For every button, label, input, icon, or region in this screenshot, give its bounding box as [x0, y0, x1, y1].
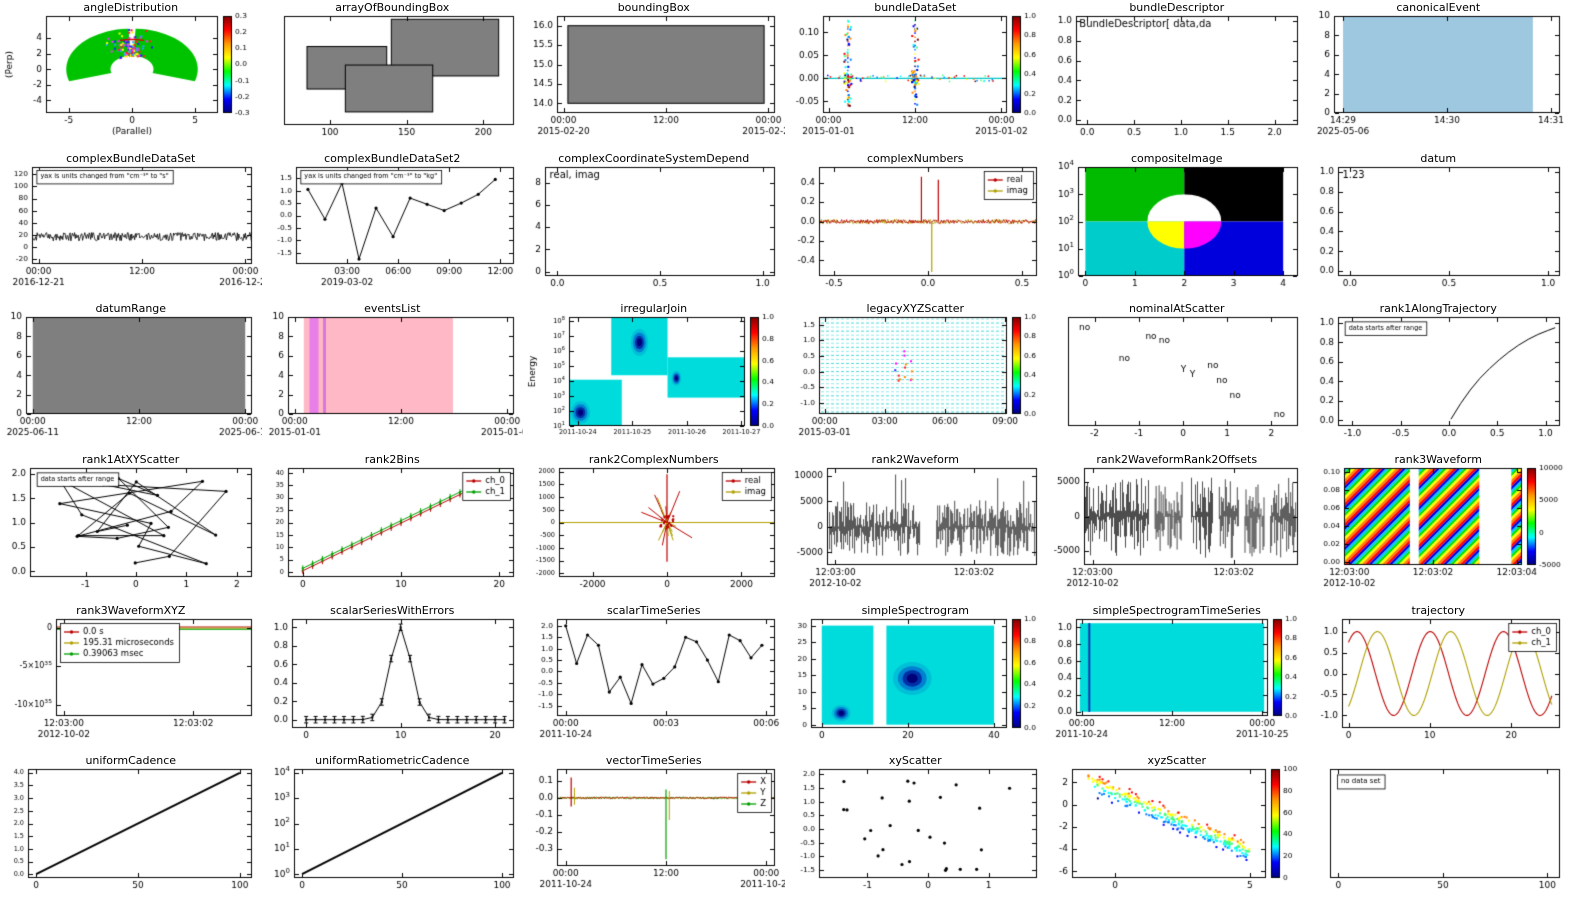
chart-cell-bundleDescriptor: bundleDescriptor — [1046, 0, 1308, 151]
rank2Waveform-plot-canvas — [784, 452, 1046, 603]
complexNumbers-plot-canvas — [784, 150, 1046, 302]
chart-cell-complexNumbers: complexNumbers — [784, 150, 1046, 302]
canonicalEvent-plot-canvas — [1307, 0, 1569, 151]
chart-cell-complexBundleDataSet2: complexBundleDataSet2 — [261, 150, 523, 302]
rank3Waveform-plot-canvas — [1307, 452, 1569, 603]
chart-cell-datum: datum — [1307, 150, 1569, 302]
noDataSet-plot-canvas — [1307, 753, 1569, 904]
complexBundleDataSet2-plot-canvas — [261, 150, 523, 302]
chart-cell-canonicalEvent: canonicalEvent — [1307, 0, 1569, 151]
xyzScatter-plot-canvas — [1046, 753, 1308, 904]
chart-cell-irregularJoin: irregularJoin — [523, 301, 785, 452]
rank1AlongTrajectory-plot-canvas — [1307, 301, 1569, 452]
chart-cell-datumRange: datumRange — [0, 301, 262, 452]
rank3WaveformXYZ-plot-canvas — [0, 602, 262, 754]
rank2WaveformRank2Offsets-plot-canvas — [1046, 452, 1308, 603]
angleDistribution-plot-canvas — [0, 0, 262, 151]
complexCoordinateSystemDepend-plot-canvas — [523, 150, 785, 302]
chart-cell-legacyXYZScatter: legacyXYZScatter — [784, 301, 1046, 452]
chart-cell-rank2Waveform: rank2Waveform — [784, 452, 1046, 603]
irregularJoin-plot-canvas — [523, 301, 785, 452]
arrayOfBoundingBox-plot-canvas — [261, 0, 523, 151]
rank1AtXYScatter-plot-canvas — [0, 452, 262, 603]
simpleSpectrogram-plot-canvas — [784, 602, 1046, 754]
bundleDataSet-plot-canvas — [784, 0, 1046, 151]
chart-cell-arrayOfBoundingBox: arrayOfBoundingBox — [261, 0, 523, 151]
chart-cell-xyScatter: xyScatter — [784, 753, 1046, 904]
chart-cell-rank2ComplexNumbers: rank2ComplexNumbers — [523, 452, 785, 603]
uniformRatiometricCadence-plot-canvas — [261, 753, 523, 904]
chart-cell-rank3WaveformXYZ: rank3WaveformXYZ — [0, 602, 262, 754]
datumRange-plot-canvas — [0, 301, 262, 452]
chart-cell-simpleSpectrogram: simpleSpectrogram — [784, 602, 1046, 754]
chart-cell-simpleSpectrogramTimeSeries: simpleSpectrogramTimeSeries — [1046, 602, 1308, 754]
chart-cell-rank2Bins: rank2Bins — [261, 452, 523, 603]
compositeImage-plot-canvas — [1046, 150, 1308, 302]
chart-cell-nominalAtScatter: nominalAtScatter — [1046, 301, 1308, 452]
trajectory-plot-canvas — [1307, 602, 1569, 754]
chart-cell-rank3Waveform: rank3Waveform — [1307, 452, 1569, 603]
chart-cell-vectorTimeSeries: vectorTimeSeries — [523, 753, 785, 904]
chart-cell-bundleDataSet: bundleDataSet — [784, 0, 1046, 151]
chart-cell-angleDistribution: angleDistribution — [0, 0, 262, 151]
chart-cell-eventsList: eventsList — [261, 301, 523, 452]
vectorTimeSeries-plot-canvas — [523, 753, 785, 904]
chart-cell-noDataSet — [1307, 753, 1569, 904]
chart-cell-rank1AlongTrajectory: rank1AlongTrajectory — [1307, 301, 1569, 452]
rank2ComplexNumbers-plot-canvas — [523, 452, 785, 603]
bundleDescriptor-plot-canvas — [1046, 0, 1308, 151]
legacyXYZScatter-plot-canvas — [784, 301, 1046, 452]
rank2Bins-plot-canvas — [261, 452, 523, 603]
scalarTimeSeries-plot-canvas — [523, 602, 785, 754]
scalarSeriesWithErrors-plot-canvas — [261, 602, 523, 754]
xyScatter-plot-canvas — [784, 753, 1046, 904]
uniformCadence-plot-canvas — [0, 753, 262, 904]
chart-cell-boundingBox: boundingBox — [523, 0, 785, 151]
eventsList-plot-canvas — [261, 301, 523, 452]
simpleSpectrogramTimeSeries-plot-canvas — [1046, 602, 1308, 754]
chart-cell-uniformRatiometricCadence: uniformRatiometricCadence — [261, 753, 523, 904]
chart-cell-rank2WaveformRank2Offsets: rank2WaveformRank2Offsets — [1046, 452, 1308, 603]
boundingBox-plot-canvas — [523, 0, 785, 151]
nominalAtScatter-plot-canvas — [1046, 301, 1308, 452]
chart-cell-compositeImage: compositeImage — [1046, 150, 1308, 302]
chart-cell-uniformCadence: uniformCadence — [0, 753, 262, 904]
chart-cell-scalarSeriesWithErrors: scalarSeriesWithErrors — [261, 602, 523, 754]
chart-cell-rank1AtXYScatter: rank1AtXYScatter — [0, 452, 262, 603]
chart-cell-complexCoordinateSystemDepend: complexCoordinateSystemDepend — [523, 150, 785, 302]
datum-plot-canvas — [1307, 150, 1569, 302]
complexBundleDataSet-plot-canvas — [0, 150, 262, 302]
chart-cell-scalarTimeSeries: scalarTimeSeries — [523, 602, 785, 754]
chart-cell-complexBundleDataSet: complexBundleDataSet — [0, 150, 262, 302]
chart-cell-trajectory: trajectory — [1307, 602, 1569, 754]
chart-cell-xyzScatter: xyzScatter — [1046, 753, 1308, 904]
